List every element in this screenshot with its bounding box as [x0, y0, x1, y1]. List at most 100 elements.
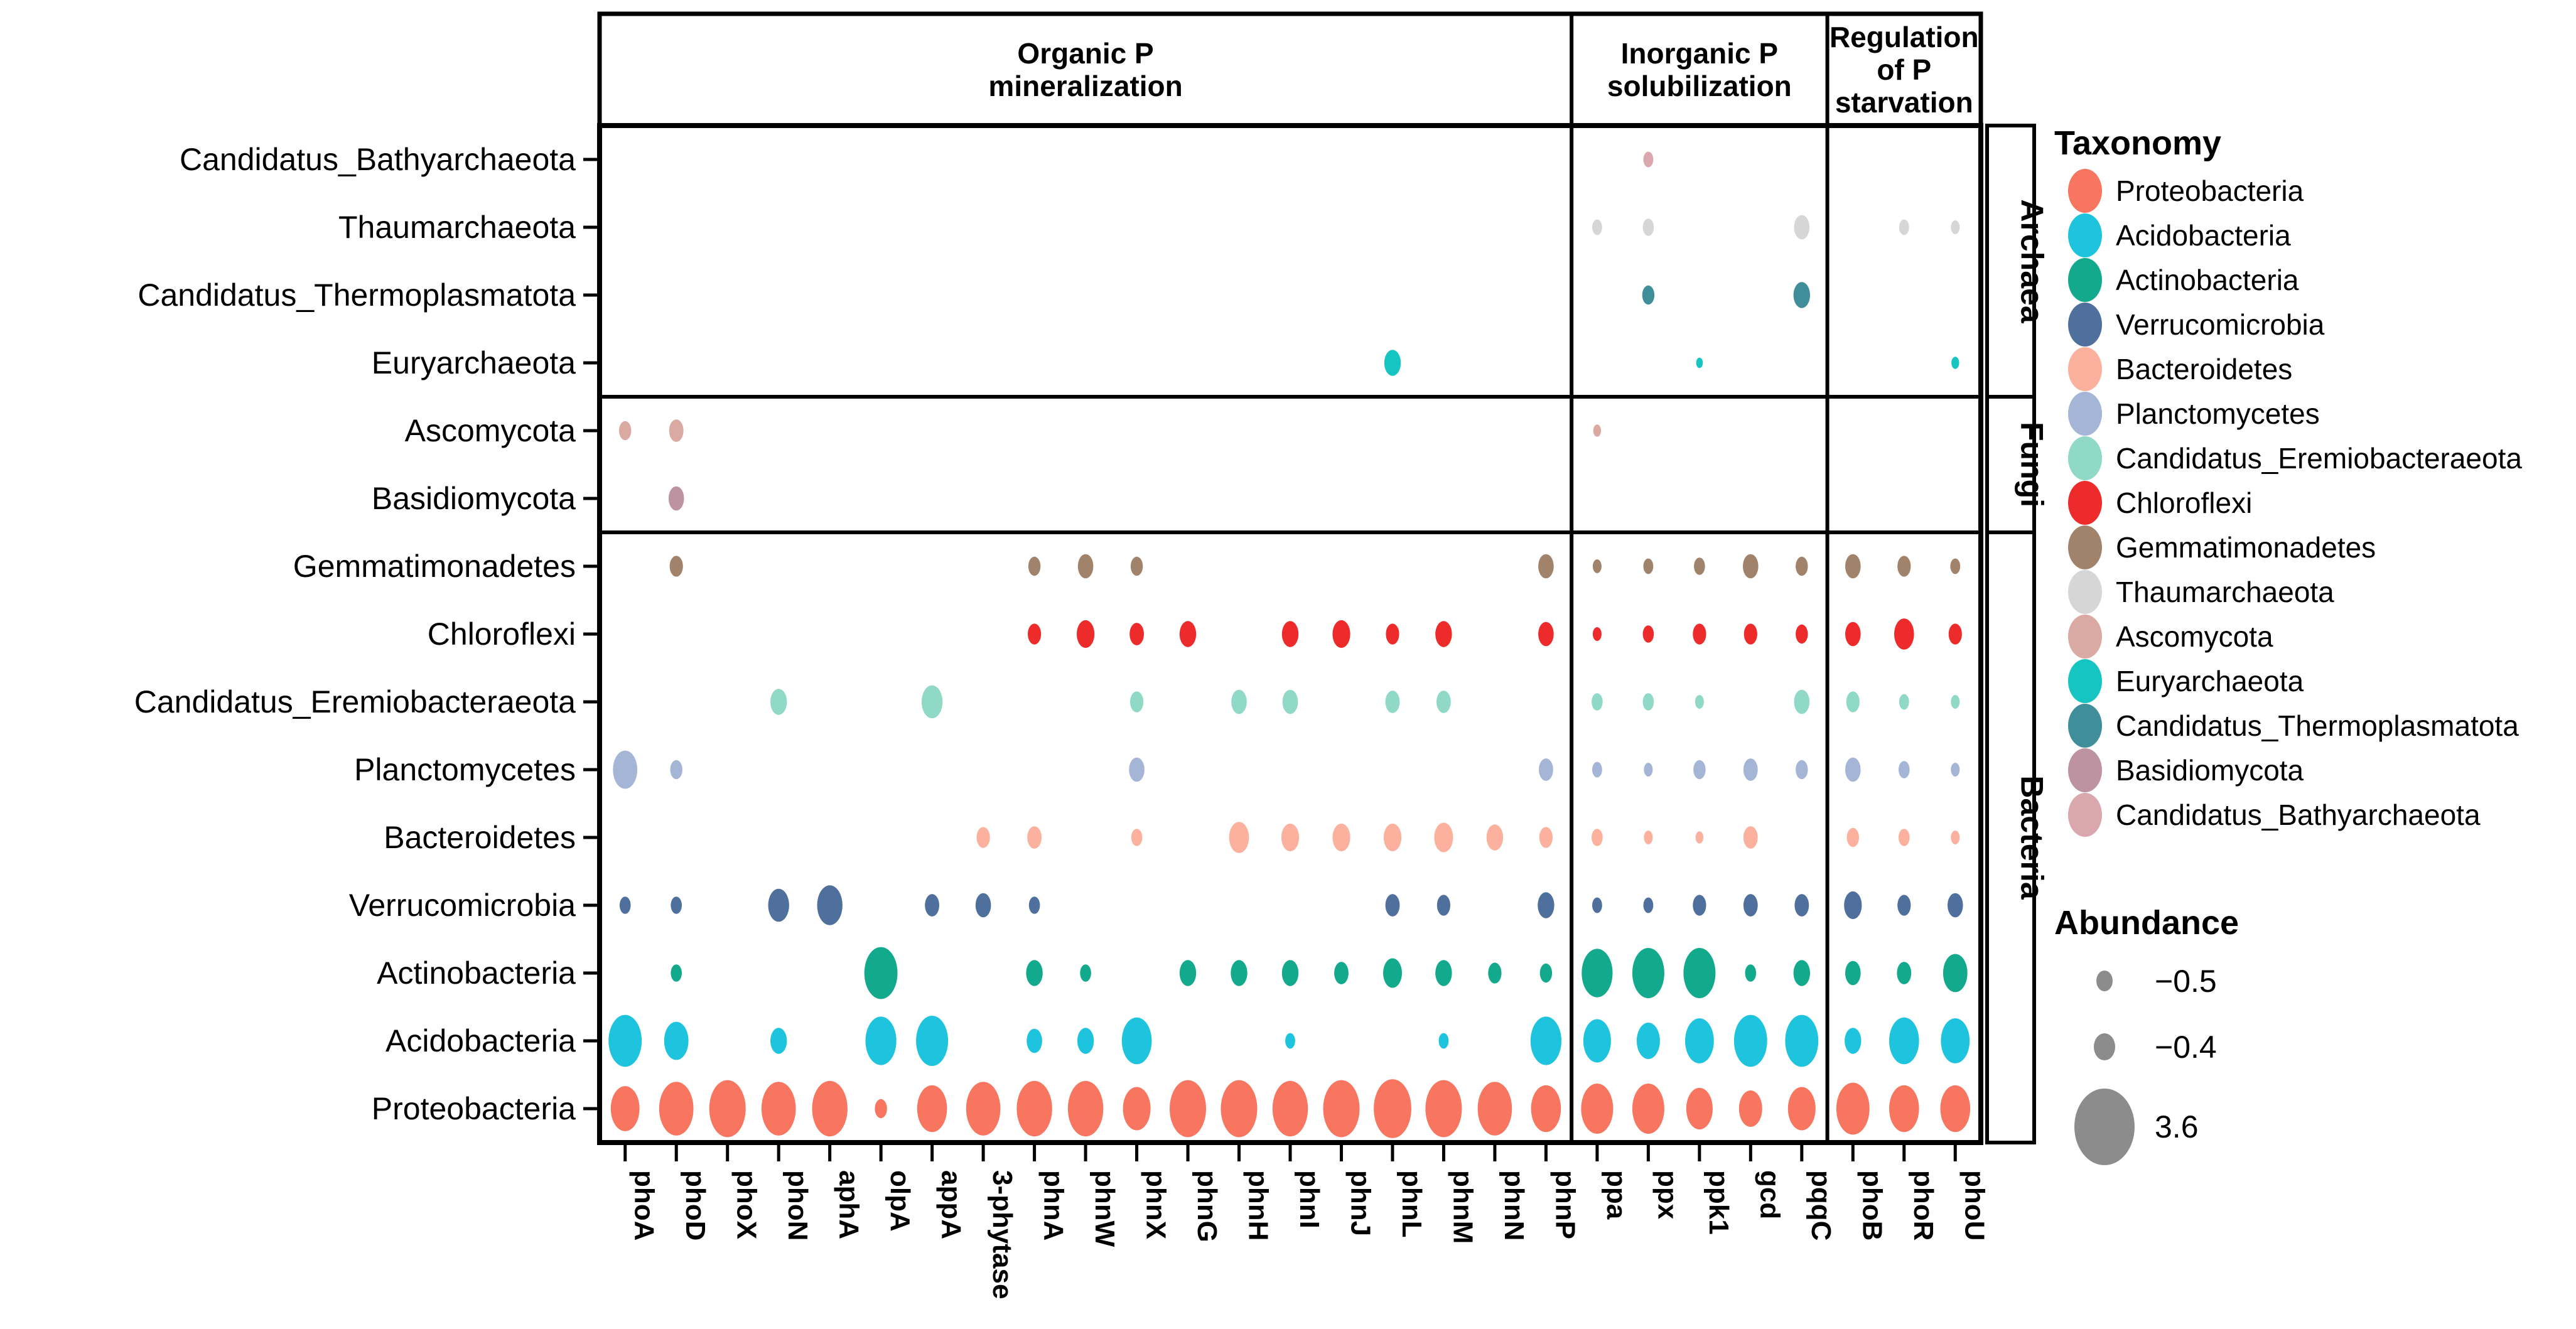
dot-Bacteroidetes-ppa — [1592, 829, 1603, 846]
dot-Proteobacteria-phoD — [659, 1082, 694, 1136]
x-label-ppk1: ppk1 — [1703, 1170, 1734, 1235]
dot-Candidatus_Eremiobacteraeota-phnM — [1436, 691, 1451, 713]
x-label-phnN: phnN — [1499, 1170, 1529, 1240]
legend-item-Proteobacteria: Proteobacteria — [2054, 168, 2575, 213]
dot-Gemmatimonadetes-ppk1 — [1694, 557, 1705, 575]
legend-item-Acidobacteria: Acidobacteria — [2054, 213, 2575, 257]
dot-Verrucomicrobia-phoU — [1948, 893, 1963, 918]
y-label-Acidobacteria: Acidobacteria — [385, 1023, 576, 1058]
dot-Verrucomicrobia-ppk1 — [1693, 895, 1706, 916]
dot-Gemmatimonadetes-phoB — [1845, 554, 1861, 579]
dot-Gemmatimonadetes-phoR — [1897, 556, 1911, 577]
dot-Bacteroidetes-phoR — [1899, 829, 1910, 846]
legend-label-Euryarchaeota: Euryarchaeota — [2116, 664, 2304, 697]
taxonomy-legend-items: Proteobacteria Acidobacteria Actinobacteri… — [2054, 168, 2575, 837]
legend-label-Proteobacteria: Proteobacteria — [2116, 174, 2304, 207]
dot-Planctomycetes-ppx — [1644, 763, 1653, 777]
legend-label-Chloroflexi: Chloroflexi — [2116, 486, 2253, 519]
strip-box-Bacteria — [1985, 530, 2036, 1144]
size-legend-item-−0.5: −0.5 — [2054, 948, 2494, 1014]
x-label-aphA: aphA — [834, 1170, 865, 1239]
dot-Candidatus_Eremiobacteraeota-phnI — [1282, 689, 1298, 714]
dot-Planctomycetes-pqqC — [1796, 760, 1808, 780]
x-label-phnM: phnM — [1447, 1170, 1478, 1244]
x-label-phoD: phoD — [680, 1170, 711, 1240]
dot-Proteobacteria-phoR — [1889, 1085, 1919, 1133]
legend-label-Acidobacteria: Acidobacteria — [2116, 218, 2291, 252]
y-label-Candidatus_Eremiobacteraeota: Candidatus_Eremiobacteraeota — [134, 684, 576, 719]
dot-Actinobacteria-phoB — [1845, 960, 1861, 986]
y-label-Thaumarchaeota: Thaumarchaeota — [338, 210, 576, 245]
dot-Planctomycetes-ppk1 — [1693, 760, 1706, 780]
legend-label-Bacteroidetes: Bacteroidetes — [2116, 352, 2293, 385]
dot-Candidatus_Eremiobacteraeota-phnX — [1130, 691, 1144, 713]
dot-Proteobacteria-phnX — [1123, 1087, 1151, 1131]
legend-item-Chloroflexi: Chloroflexi — [2054, 480, 2575, 525]
legend-label-Planctomycetes: Planctomycetes — [2116, 397, 2320, 430]
dot-Actinobacteria-phoU — [1943, 954, 1968, 993]
dot-Acidobacteria-phoB — [1845, 1028, 1862, 1054]
x-label-phnA: phnA — [1038, 1170, 1069, 1240]
legend-swatch-Proteobacteria — [2068, 168, 2102, 213]
dot-Proteobacteria-ppa — [1581, 1084, 1614, 1134]
abundance-legend: Abundance −0.5 −0.4 3.6 — [2054, 903, 2494, 1174]
dot-Bacteroidetes-phnJ — [1332, 823, 1350, 852]
dot-Euryarchaeota-ppk1 — [1696, 357, 1703, 369]
dot-Gemmatimonadetes-ppa — [1592, 559, 1602, 573]
dot-Proteobacteria-phoB — [1836, 1082, 1870, 1135]
dot-Chloroflexi-phnL — [1386, 623, 1399, 645]
dot-Actinobacteria-phnN — [1488, 962, 1502, 984]
dot-Ascomycota-ppa — [1593, 424, 1602, 437]
dot-Gemmatimonadetes-phnA — [1028, 556, 1041, 576]
x-label-phoA: phoA — [629, 1170, 660, 1240]
legend-swatch-Euryarchaeota — [2068, 659, 2102, 703]
dot-Acidobacteria-ppk1 — [1685, 1018, 1714, 1063]
dot-Candidatus_Eremiobacteraeota-ppa — [1592, 693, 1603, 711]
dot-Verrucomicrobia-gcd — [1743, 894, 1758, 917]
dot-Verrucomicrobia-ppa — [1592, 897, 1602, 913]
x-label-pqqC: pqqC — [1806, 1170, 1836, 1240]
legend-swatch-Planctomycetes — [2068, 391, 2102, 436]
dot-Verrucomicrobia-phnM — [1436, 895, 1450, 916]
size-legend-item-−0.4: −0.4 — [2054, 1014, 2494, 1080]
dot-Actinobacteria-phoR — [1897, 962, 1912, 984]
x-label-ppx: ppx — [1652, 1170, 1683, 1220]
dot-Proteobacteria-olpA — [875, 1099, 887, 1119]
dot-Candidatus_Eremiobacteraeota-ppx — [1642, 693, 1654, 711]
dot-Actinobacteria-phnM — [1435, 960, 1452, 986]
dot-Ascomycota-phoA — [619, 421, 632, 441]
dot-Bacteroidetes-phnH — [1229, 822, 1249, 853]
dot-Candidatus_Eremiobacteraeota-phoB — [1846, 691, 1860, 713]
size-legend-item-3.6: 3.6 — [2054, 1080, 2494, 1174]
dot-Acidobacteria-phoN — [770, 1028, 787, 1054]
legend-swatch-Acidobacteria — [2068, 213, 2102, 257]
legend-label-Candidatus_Bathyarchaeota: Candidatus_Bathyarchaeota — [2116, 798, 2481, 831]
dot-Proteobacteria-ppx — [1632, 1084, 1664, 1134]
legend-item-Planctomycetes: Planctomycetes — [2054, 391, 2575, 436]
dot-Gemmatimonadetes-ppx — [1643, 558, 1654, 574]
dot-Candidatus_Eremiobacteraeota-phoN — [770, 689, 787, 715]
dot-Chloroflexi-phoR — [1894, 618, 1914, 650]
dot-Proteobacteria-phnN — [1477, 1082, 1512, 1136]
legend-swatch-Candidatus_Thermoplasmatota — [2068, 703, 2102, 748]
dot-Verrucomicrobia-ppx — [1643, 897, 1654, 913]
size-legend-label-−0.5: −0.5 — [2155, 963, 2217, 999]
dot-Gemmatimonadetes-phnW — [1077, 554, 1094, 579]
dot-Euryarchaeota-phnL — [1384, 350, 1401, 376]
dot-Candidatus_Thermoplasmatota-pqqC — [1793, 282, 1810, 308]
dot-Acidobacteria-phnI — [1285, 1033, 1295, 1049]
dot-Candidatus_Thermoplasmatota-ppx — [1642, 285, 1655, 305]
dot-Verrucomicrobia-phoR — [1897, 895, 1911, 916]
dot-Candidatus_Eremiobacteraeota-phnL — [1385, 691, 1400, 713]
dot-Thaumarchaeota-ppa — [1592, 219, 1602, 235]
dot-Proteobacteria-phnP — [1531, 1085, 1561, 1133]
x-label-phoU: phoU — [1959, 1170, 1990, 1240]
dot-Planctomycetes-phoR — [1899, 761, 1910, 778]
dot-Acidobacteria-phnX — [1121, 1017, 1152, 1065]
legend-item-Thaumarchaeota: Thaumarchaeota — [2054, 569, 2575, 614]
dot-Actinobacteria-ppx — [1632, 948, 1664, 998]
dot-Acidobacteria-gcd — [1733, 1014, 1767, 1067]
x-label-phoB: phoB — [1857, 1170, 1887, 1240]
dot-Acidobacteria-phnM — [1438, 1033, 1449, 1049]
